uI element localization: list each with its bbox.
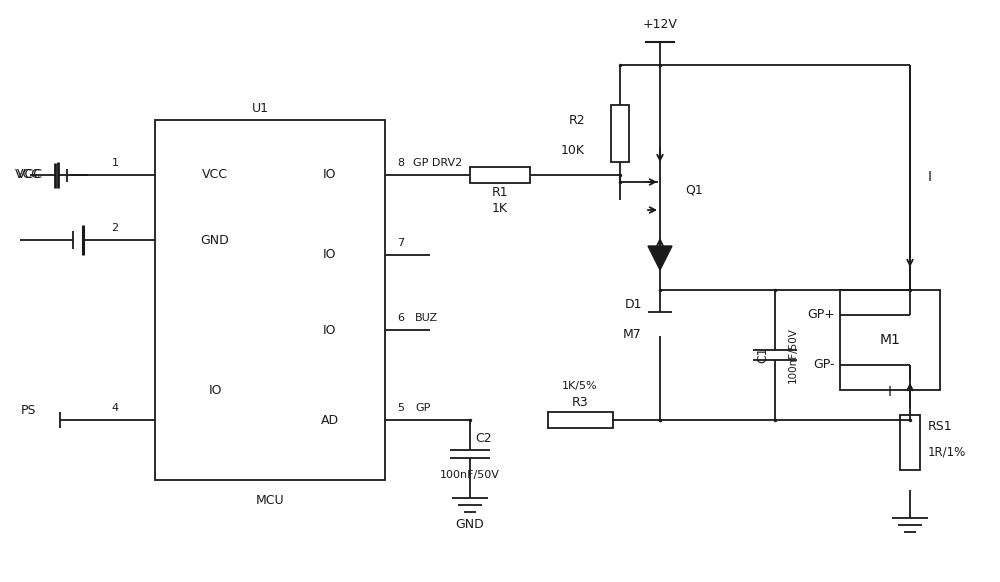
Text: IO: IO: [323, 324, 337, 336]
Text: AD: AD: [321, 413, 339, 427]
Text: U1: U1: [252, 101, 268, 115]
Text: IO: IO: [323, 249, 337, 261]
Text: VCC: VCC: [15, 169, 41, 182]
Bar: [548, 412, 612, 428]
Text: RS1: RS1: [928, 421, 953, 434]
Text: M7: M7: [623, 328, 642, 342]
Text: 2: 2: [111, 223, 119, 233]
Text: VCC: VCC: [17, 169, 43, 182]
Text: M1: M1: [880, 333, 900, 347]
Text: VCC: VCC: [202, 169, 228, 182]
Text: PS: PS: [20, 403, 36, 417]
Bar: [900, 414, 920, 470]
Bar: [840, 290, 940, 390]
Bar: [470, 167, 530, 183]
Text: 1K/5%: 1K/5%: [562, 381, 598, 391]
Text: GND: GND: [456, 519, 484, 531]
Text: R1: R1: [492, 186, 508, 200]
Text: R3: R3: [572, 396, 588, 409]
Text: 100nF/50V: 100nF/50V: [440, 470, 500, 480]
Text: 100nF/50V: 100nF/50V: [788, 327, 798, 383]
Text: I: I: [888, 385, 892, 399]
Text: 10K: 10K: [561, 144, 585, 157]
Text: R2: R2: [568, 113, 585, 126]
Text: I: I: [928, 170, 932, 184]
Bar: [611, 105, 629, 161]
Text: GP+: GP+: [807, 308, 835, 321]
Text: Q1: Q1: [685, 183, 703, 197]
Text: GP: GP: [415, 403, 430, 413]
Text: GP DRV2: GP DRV2: [413, 158, 462, 168]
Text: MCU: MCU: [256, 494, 284, 506]
Text: 7: 7: [397, 238, 404, 248]
Bar: [155, 120, 385, 480]
Text: 1: 1: [112, 158, 119, 168]
Text: 8: 8: [397, 158, 404, 168]
Text: GND: GND: [201, 233, 229, 247]
Text: BUZ: BUZ: [415, 313, 438, 323]
Polygon shape: [648, 246, 672, 270]
Text: D1: D1: [624, 299, 642, 311]
Text: +12V: +12V: [643, 19, 677, 31]
Text: IO: IO: [323, 169, 337, 182]
Text: 5: 5: [397, 403, 404, 413]
Text: 1R/1%: 1R/1%: [928, 445, 966, 459]
Text: C2: C2: [475, 431, 492, 445]
Text: GP-: GP-: [814, 359, 835, 371]
Text: C1: C1: [757, 347, 770, 363]
Text: 6: 6: [397, 313, 404, 323]
Text: 4: 4: [111, 403, 119, 413]
Text: IO: IO: [208, 384, 222, 396]
Text: 1K: 1K: [492, 201, 508, 215]
